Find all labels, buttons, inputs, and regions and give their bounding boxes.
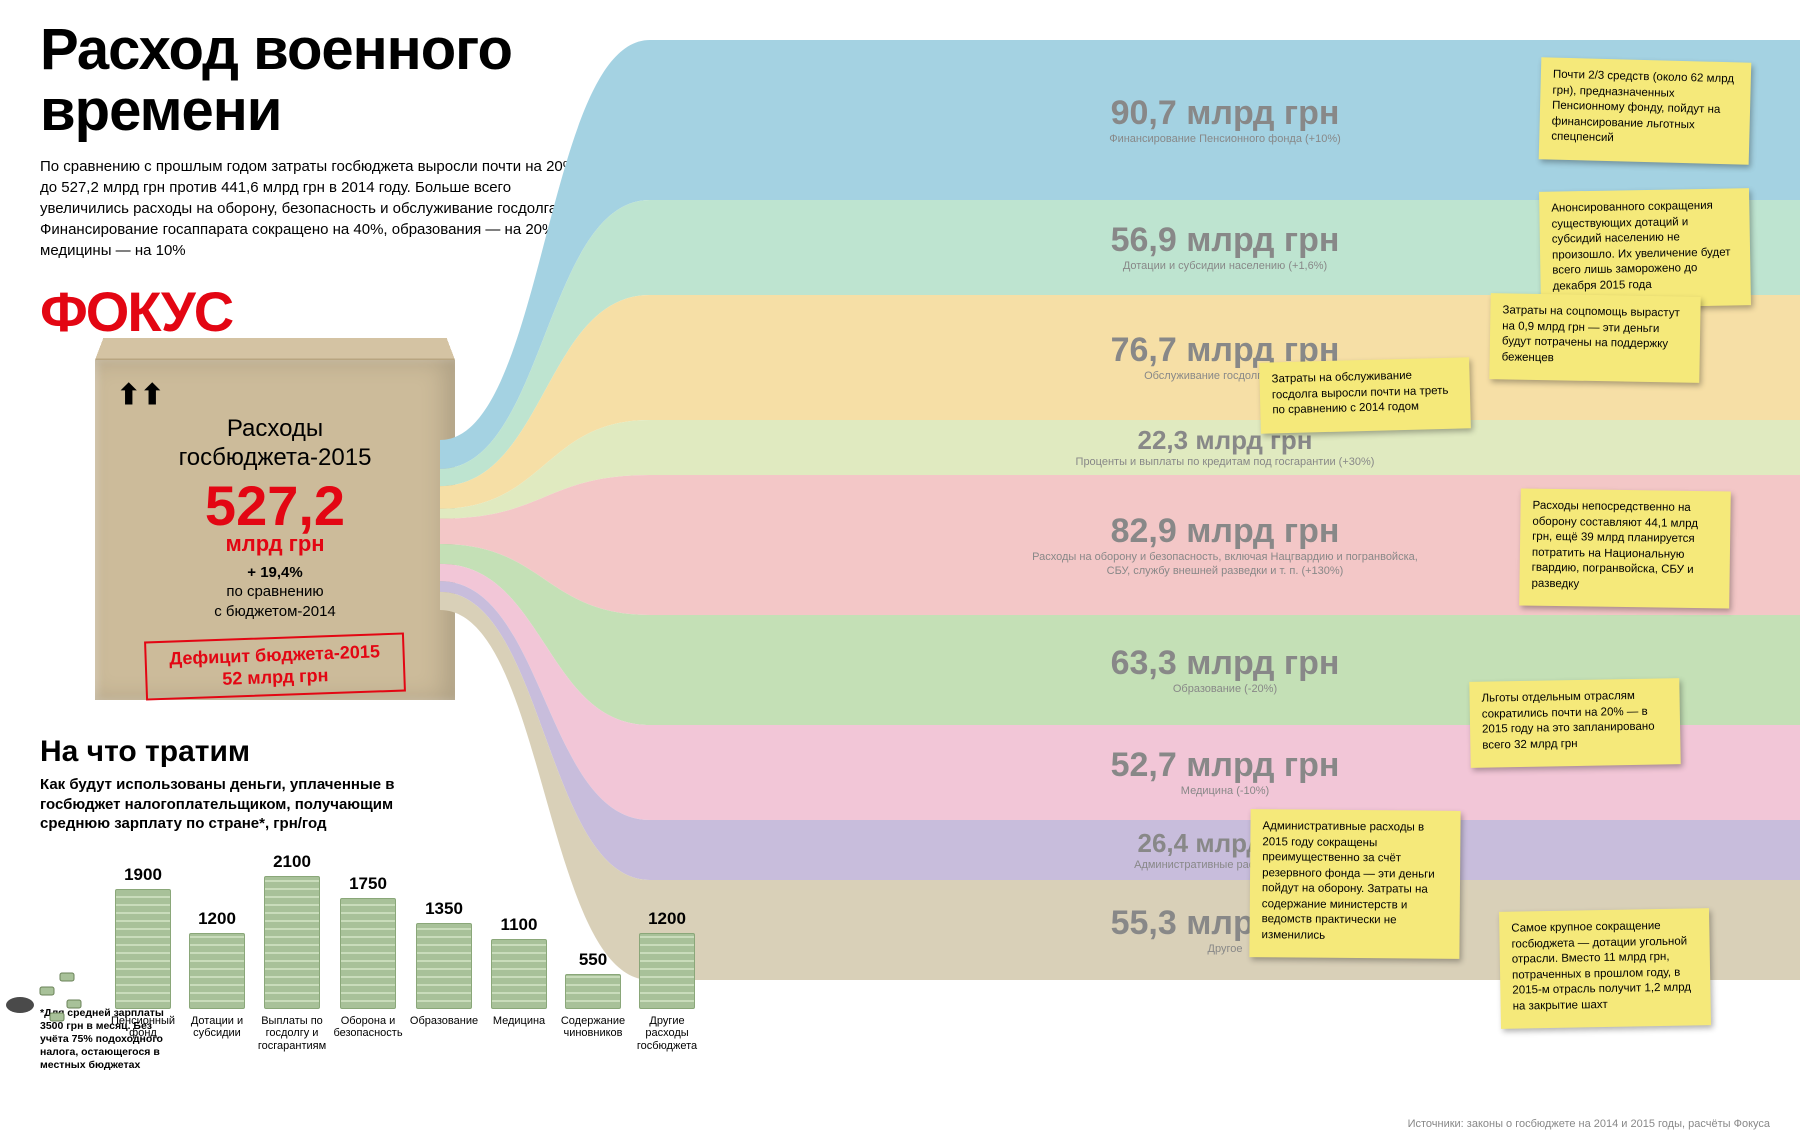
stack-label: Образование xyxy=(410,1015,478,1053)
stack-label: Оборона и безопасность xyxy=(333,1015,402,1053)
stack-value: 1200 xyxy=(198,909,236,929)
band-value: 63,3 млрд грн xyxy=(1111,644,1340,683)
stack-bar xyxy=(115,889,171,1009)
bottom-section: На что тратим Как будут использованы ден… xyxy=(40,735,700,1053)
band-desc: Расходы на оборону и безопасность, включ… xyxy=(1025,551,1425,577)
stack-bar xyxy=(639,933,695,1009)
deficit-stamp: Дефицит бюджета-2015 52 млрд грн xyxy=(144,633,406,701)
box-delta-2: по сравнению xyxy=(226,583,323,600)
sticky-note: Анонсированного сокращения существующих … xyxy=(1539,188,1751,309)
band-desc: Другое xyxy=(1208,943,1243,956)
box-delta-3: с бюджетом-2014 xyxy=(214,603,336,620)
box-arrows-icon: ⬆⬆ xyxy=(117,378,433,411)
stack-value: 2100 xyxy=(273,852,311,872)
sticky-note: Самое крупное сокращение госбюджета — до… xyxy=(1499,908,1711,1029)
sticky-note: Административные расходы в 2015 году сок… xyxy=(1249,809,1460,959)
sticky-note: Затраты на соцпомощь вырастут на 0,9 млр… xyxy=(1489,293,1700,383)
box-label-2: госбюджета-2015 xyxy=(179,444,372,471)
band-row: 26,4 млрд грнАдминистративные расходы (-… xyxy=(650,820,1800,880)
stack-value: 1100 xyxy=(501,915,538,935)
band-desc: Финансирование Пенсионного фонда (+10%) xyxy=(1109,133,1341,146)
stack-value: 1900 xyxy=(124,865,162,885)
stack-label: Другие расходы госбюджета xyxy=(634,1015,700,1053)
stack-column: 2100 Выплаты по госдолгу и госгарантиям xyxy=(258,852,326,1053)
band-desc: Образование (-20%) xyxy=(1173,683,1277,696)
band-row: 22,3 млрд грнПроценты и выплаты по креди… xyxy=(650,420,1800,475)
sticky-note: Льготы отдельным отраслям сократились по… xyxy=(1469,678,1680,768)
stack-value: 550 xyxy=(579,950,607,970)
band-value: 90,7 млрд грн xyxy=(1111,94,1340,133)
stack-label: Медицина xyxy=(493,1015,545,1053)
bottom-title: На что тратим xyxy=(40,735,700,769)
box-unit: млрд грн xyxy=(117,531,433,557)
stack-column: 1200 Другие расходы госбюджета xyxy=(634,909,700,1053)
sticky-note: Расходы непосредственно на оборону соста… xyxy=(1519,489,1731,609)
sticky-note: Затраты на обслуживание госдолга выросли… xyxy=(1259,357,1471,433)
band-desc: Медицина (-10%) xyxy=(1181,785,1269,798)
budget-box: ⬆⬆ Расходы госбюджета-2015 527,2 млрд гр… xyxy=(95,330,455,700)
band-value: 56,9 млрд грн xyxy=(1111,221,1340,260)
band-desc: Проценты и выплаты по кредитам под госга… xyxy=(1076,456,1375,469)
stack-column: 1100 Медицина xyxy=(486,915,552,1053)
stack-column: 1350 Образование xyxy=(410,899,478,1053)
bottom-subtitle: Как будут использованы деньги, уплаченны… xyxy=(40,775,460,834)
stack-value: 1750 xyxy=(349,874,387,894)
sources-text: Источники: законы о госбюджете на 2014 и… xyxy=(1408,1118,1770,1130)
box-label-1: Расходы xyxy=(227,415,323,442)
box-delta-1: + 19,4% xyxy=(247,564,302,581)
stack-bar xyxy=(491,939,547,1009)
stack-label: Выплаты по госдолгу и госгарантиям xyxy=(258,1015,326,1053)
money-pellet-icon xyxy=(5,965,105,1025)
stack-column: 550 Содержание чиновников xyxy=(560,950,626,1053)
stack-value: 1350 xyxy=(425,899,463,919)
stack-bar xyxy=(189,933,245,1009)
box-amount: 527,2 xyxy=(117,481,433,531)
stack-bar xyxy=(416,923,472,1009)
stack-column: 1750 Оборона и безопасность xyxy=(334,874,402,1053)
stack-column: 1200 Дотации и субсидии xyxy=(184,909,250,1053)
stack-label: Дотации и субсидии xyxy=(184,1015,250,1053)
stack-bar xyxy=(565,974,621,1009)
stack-value: 1200 xyxy=(648,909,686,929)
band-value: 52,7 млрд грн xyxy=(1111,746,1340,785)
sticky-note: Почти 2/3 средств (около 62 млрд грн), п… xyxy=(1539,57,1752,164)
stack-bar xyxy=(340,898,396,1009)
stack-bar xyxy=(264,876,320,1009)
band-desc: Дотации и субсидии населению (+1,6%) xyxy=(1123,260,1327,273)
band-value: 82,9 млрд грн xyxy=(1111,512,1340,551)
stack-label: Содержание чиновников xyxy=(560,1015,626,1053)
